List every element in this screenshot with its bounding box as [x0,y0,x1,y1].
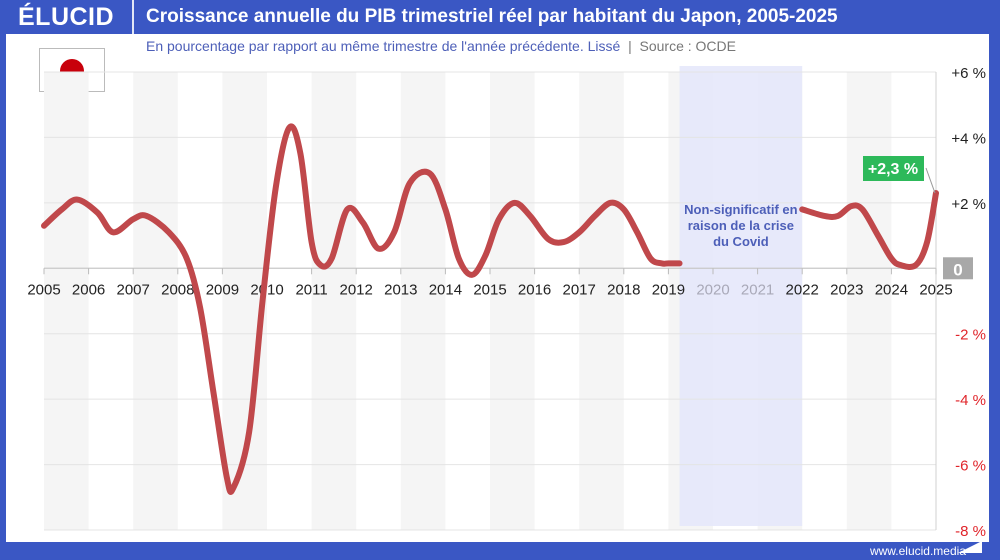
chart-subtitle: En pourcentage par rapport au même trime… [146,38,736,54]
subtitle-separator: | [628,38,632,54]
year-band [311,72,357,530]
x-tick-label: 2022 [786,281,819,298]
y-tick-label: 0 [953,260,962,279]
year-band [490,72,535,530]
zero-badge [943,257,973,280]
year-band [44,72,89,530]
year-band [133,72,178,530]
x-tick-label: 2014 [429,281,462,298]
series-line-segment [799,190,939,270]
x-tick-label: 2025 [919,281,952,298]
x-tick-label: 2023 [830,281,863,298]
source-text: Source : OCDE [639,38,736,54]
x-tick-label: 2007 [117,281,150,298]
x-tick-label: 2013 [384,281,417,298]
series-line-segment [41,123,683,495]
x-tick-label: 2020 [696,281,729,298]
y-tick-label: -4 % [955,392,986,409]
covid-note-line: Non-significatif en [684,202,797,217]
value-labels: +2,3 % [863,156,982,553]
x-tick-label: 2005 [27,281,60,298]
x-tick-label: 2021 [741,281,774,298]
x-tick-label: 2011 [295,281,327,298]
covid-note-line: du Covid [713,234,769,249]
x-tick-label: 2017 [563,281,596,298]
subtitle-text: En pourcentage par rapport au même trime… [146,38,621,54]
y-tick-label: +2 % [951,196,986,213]
x-tick-label: 2019 [652,281,685,298]
footer-corner-icon [958,541,982,553]
y-tick-label: -2 % [955,327,986,344]
chart-title: Croissance annuelle du PIB trimestriel r… [146,6,838,27]
header-bar: ÉLUCID Croissance annuelle du PIB trimes… [0,0,1000,34]
y-tick-label: -6 % [955,458,986,475]
y-axis: +6 % +4 % +2 % 0 -2 % -4 % -6 % -8 % [943,65,986,540]
last-value-label: +2,3 % [868,161,918,178]
x-tick-label: 2018 [607,281,640,298]
x-tick-label: 2016 [518,281,551,298]
x-tick-label: 2008 [161,281,194,298]
last-value-badge [863,156,924,181]
series-line [41,123,939,495]
covid-band [679,66,803,526]
y-tick-label: +6 % [951,65,986,82]
year-band [400,72,446,530]
x-axis: 2005 2006 2007 2008 2009 2010 2011 2012 2013 2014… [27,268,953,298]
x-tick-label: 2012 [340,281,373,298]
x-tick-label: 2024 [875,281,908,298]
y-tick-label: +4 % [951,130,986,147]
x-tick-label: 2010 [250,281,283,298]
header-divider [132,0,134,34]
covid-exclusion-band [679,66,803,526]
y-tick-label: -8 % [955,523,986,540]
covid-note-line: raison de la crise [688,218,794,233]
year-band [846,72,892,530]
footer-url[interactable]: www.elucid.media [869,544,966,558]
x-tick-label: 2009 [206,281,239,298]
year-band [579,72,624,530]
x-tick-label: 2006 [72,281,105,298]
x-tick-label: 2015 [473,281,506,298]
elucid-logo: ÉLUCID [18,3,115,31]
